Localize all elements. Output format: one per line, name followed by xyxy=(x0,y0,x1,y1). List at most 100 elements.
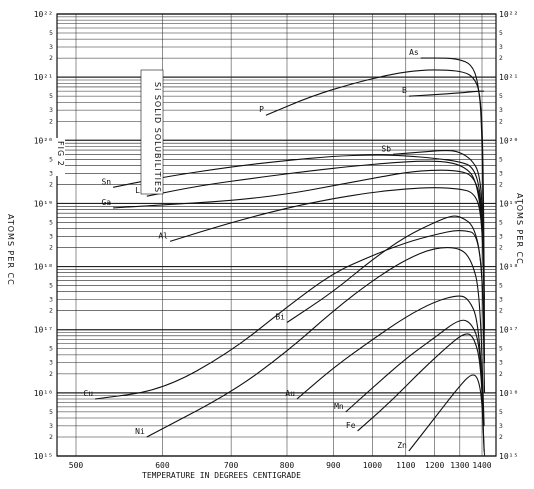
y-minor-tick-label: 5 xyxy=(49,156,53,163)
x-tick-label: 600 xyxy=(155,461,170,470)
y-minor-tick-label: 5 xyxy=(499,409,503,416)
y-minor-tick-label: 5 xyxy=(49,346,53,353)
y-minor-tick-label: 3 xyxy=(49,107,53,114)
x-tick-label: 1000 xyxy=(363,461,382,470)
y-minor-tick-label: 3 xyxy=(49,233,53,240)
y-minor-tick-label: 3 xyxy=(499,44,503,51)
curve-label-li: Li xyxy=(135,186,145,195)
y-minor-tick-label: 5 xyxy=(499,346,503,353)
y-minor-tick-label: 2 xyxy=(49,371,53,378)
y-minor-tick-label: 2 xyxy=(49,55,53,62)
curve-au xyxy=(296,295,484,400)
y-minor-tick-label: 3 xyxy=(499,360,503,367)
curve-ni xyxy=(146,247,485,438)
y-minor-tick-label: 5 xyxy=(49,409,53,416)
y-tick-label-left: 10¹⁸ xyxy=(34,263,53,272)
curve-label-zn: Zn xyxy=(397,441,407,450)
fig-label-box xyxy=(53,138,65,176)
y-tick-label-left: 10¹⁹ xyxy=(34,199,53,208)
curve-label-p: P xyxy=(259,105,264,114)
curve-label-ga: Ga xyxy=(101,198,111,207)
axes: 10²² 10²² 10²¹ 10²¹ 10²⁰ 10²⁰ 10¹⁹ 10¹⁹ 10¹⁸ 10¹⁸… xyxy=(34,10,519,470)
curve-p xyxy=(265,69,486,331)
y-minor-tick-label: 5 xyxy=(499,30,503,37)
y-minor-tick-label: 2 xyxy=(49,308,53,315)
y-tick-label-right: 10²⁰ xyxy=(499,136,518,145)
y-minor-tick-label: 2 xyxy=(49,118,53,125)
curve-mn xyxy=(345,319,485,426)
x-tick-label: 1400 xyxy=(472,461,491,470)
curve-label-al: Al xyxy=(158,231,168,240)
y-minor-tick-label: 3 xyxy=(49,44,53,51)
y-tick-label-left: 10¹⁷ xyxy=(34,326,53,335)
x-tick-label: 800 xyxy=(280,461,295,470)
y-minor-tick-label: 3 xyxy=(499,423,503,430)
curve-label-mn: Mn xyxy=(334,402,344,411)
curve-zn xyxy=(408,374,486,457)
y-minor-tick-label: 3 xyxy=(49,297,53,304)
y-minor-tick-label: 5 xyxy=(49,30,53,37)
curve-label-bi: Bi xyxy=(275,313,285,322)
curve-fe xyxy=(357,333,485,452)
y-minor-tick-label: 5 xyxy=(49,93,53,100)
y-minor-tick-label: 3 xyxy=(499,233,503,240)
y-tick-label-right: 10²¹ xyxy=(499,73,518,82)
y-minor-tick-label: 3 xyxy=(499,170,503,177)
y-minor-tick-label: 5 xyxy=(49,283,53,290)
y-tick-label-right: 10¹⁵ xyxy=(499,452,518,461)
curve-label-sn: Sn xyxy=(101,177,111,186)
y-tick-label-right: 10¹⁶ xyxy=(499,389,518,398)
y-minor-tick-label: 3 xyxy=(49,170,53,177)
x-tick-label: 1300 xyxy=(450,461,469,470)
x-tick-label: 700 xyxy=(224,461,239,470)
y-minor-tick-label: 3 xyxy=(49,360,53,367)
y-minor-tick-label: 3 xyxy=(499,107,503,114)
curve-li xyxy=(146,160,486,301)
y-minor-tick-label: 3 xyxy=(499,297,503,304)
y-tick-label-right: 10¹⁸ xyxy=(499,263,518,272)
y-tick-label-right: 10¹⁹ xyxy=(499,199,518,208)
plot-frame xyxy=(56,13,497,457)
y-minor-tick-label: 5 xyxy=(499,93,503,100)
y-minor-tick-label: 2 xyxy=(49,434,53,441)
y-minor-tick-label: 2 xyxy=(499,181,503,188)
y-minor-tick-label: 2 xyxy=(499,55,503,62)
y-tick-label-left: 10¹⁶ xyxy=(34,389,53,398)
y-minor-tick-label: 5 xyxy=(499,156,503,163)
curve-b xyxy=(408,90,485,97)
y-minor-tick-label: 2 xyxy=(49,245,53,252)
y-minor-tick-label: 5 xyxy=(499,283,503,290)
y-minor-tick-label: 2 xyxy=(49,181,53,188)
curve-label-au: Au xyxy=(285,389,295,398)
curve-al xyxy=(169,187,485,277)
curve-label-as: As xyxy=(409,48,419,57)
y-axis-label-left: ATOMS PER CC xyxy=(6,214,15,286)
chart-title: Si SOLID SOLUBILITIES xyxy=(153,82,162,193)
y-minor-tick-label: 2 xyxy=(499,118,503,125)
curve-label-sb: Sb xyxy=(381,144,391,153)
figure-label: FIG 2 xyxy=(56,141,65,167)
y-tick-label-left: 10²⁰ xyxy=(34,136,53,145)
y-minor-tick-label: 5 xyxy=(499,219,503,226)
x-tick-label: 1200 xyxy=(425,461,444,470)
curve-bi xyxy=(286,215,485,331)
y-minor-tick-label: 5 xyxy=(49,219,53,226)
curve-label-cu: Cu xyxy=(83,389,93,398)
y-minor-tick-label: 2 xyxy=(499,434,503,441)
x-tick-label: 900 xyxy=(326,461,341,470)
y-minor-tick-label: 2 xyxy=(499,371,503,378)
y-tick-label-left: 10¹⁵ xyxy=(34,452,53,461)
x-tick-label: 1100 xyxy=(396,461,415,470)
grid xyxy=(57,13,496,457)
x-axis-label: TEMPERATURE IN DEGREES CENTIGRADE xyxy=(142,471,301,480)
y-minor-tick-label: 2 xyxy=(499,245,503,252)
curve-ga xyxy=(113,169,485,268)
curve-label-b: B xyxy=(402,86,407,95)
curve-label-ni: Ni xyxy=(135,427,145,436)
y-tick-label-right: 10²² xyxy=(499,10,518,19)
y-minor-tick-label: 2 xyxy=(499,308,503,315)
title-box xyxy=(140,69,164,195)
y-tick-label-right: 10¹⁷ xyxy=(499,326,518,335)
y-tick-label-left: 10²¹ xyxy=(34,73,53,82)
